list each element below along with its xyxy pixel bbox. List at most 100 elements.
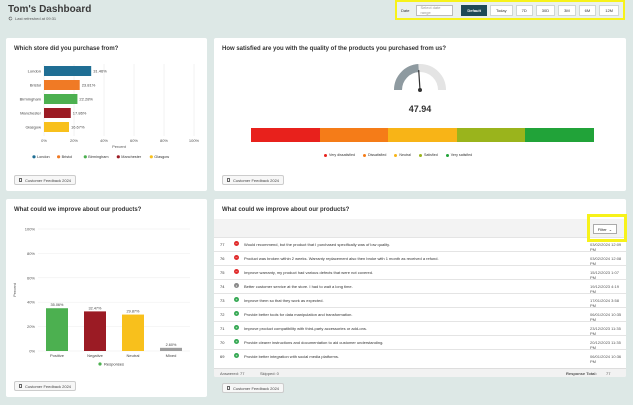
date-3m-button[interactable]: 3M [558,4,576,16]
bar-mixed [160,347,182,351]
legend-swatch [116,155,120,159]
value-label: 23.81% [82,83,96,88]
legend-item: Neutral [394,153,411,157]
y-axis-label: Percent [12,282,17,297]
bar-glasgow [44,122,70,132]
row-text: Improve warranty, my product had various… [244,270,374,275]
row-text: Provide better integration with social m… [244,354,339,359]
legend-item: Glasgow [154,155,169,159]
responses-card-footer[interactable]: Customer Feedback 2024 [222,383,285,393]
value-label: 2.60% [166,343,177,347]
row-text: Product was broken within 2 weeks. Warra… [244,256,439,261]
value-label: 31.46% [93,69,107,74]
legend-label: Dissatisfied [367,153,387,157]
category-label: Neutral [127,353,140,358]
legend-item: Satisfied [418,153,438,157]
row-date: 17/01/2024 3:58 PM [590,298,619,308]
gauge-needle [418,70,421,91]
sentiment-icon: + [234,297,239,302]
responses-card: What could we improve about our products… [214,199,626,377]
date-6m-button[interactable]: 6M [578,4,597,16]
row-date: 06/01/2024 10:35 PM [590,312,622,322]
sentiment-card-footer[interactable]: Customer Feedback 2024 [14,381,77,391]
sentiment-bar-chart: Percent 0% 20% 40% 60% 80% 100% 35.06% Positive 3… [12,227,190,366]
gauge-hub [418,88,422,92]
legend-item: London [37,155,50,159]
store-bar-chart: 0% 20% 40% 60% 80% 100% Percent London 31.46% Bri… [20,64,200,159]
chevron-down-icon: ⌄ [608,226,613,232]
x-axis-label: Percent [112,144,127,149]
sentiment-icon: − [234,241,239,246]
table-row[interactable]: 77 − Would recommend, but the product that… [214,237,626,252]
sentiment-card-title: What could we improve about our products… [14,207,142,213]
legend-swatch [445,153,449,157]
category-label: Negative [87,353,104,358]
legend-label: Satisfied [423,153,438,157]
store-card-footer[interactable]: Customer Feedback 2024 [14,175,77,185]
row-date: 23/12/2023 11:35 PM [590,326,621,336]
legend-swatch [32,155,36,159]
row-id: 70 [220,340,225,345]
row-date: 03/02/2024 12:09 PM [590,242,622,252]
table-row[interactable]: 73 + Improve them so that they work as exp… [214,293,626,308]
row-text: Better customer service at the store. I … [244,284,353,289]
scale-segment [319,128,389,142]
row-id: 69 [220,354,225,359]
table-row[interactable]: 70 + Provide clearer instructions and docu… [214,335,626,350]
answered-count: Answered: 77 [220,371,245,376]
legend-swatch [98,362,102,366]
last-refreshed: Last refreshed at 09:31 [8,16,56,21]
table-row[interactable]: 69 + Provide better integration with socia… [214,349,626,364]
sentiment-icon: + [234,339,239,344]
y-tick-label: 20% [27,324,35,329]
legend-item: Manchester [121,155,142,159]
category-label: Glasgow [25,125,41,130]
bar-positive [46,308,68,351]
filter-button[interactable]: Filter ⌄ [593,224,617,234]
page-title: Tom's Dashboard [8,4,92,15]
x-tick-label: 20% [70,138,78,143]
row-text: Provide clearer instructions and documen… [244,340,384,345]
legend-swatch [83,155,87,159]
table-row[interactable]: 72 + Provide better tools for data manipul… [214,307,626,322]
value-label: 35.06% [51,303,65,307]
sentiment-icon: − [234,269,239,274]
document-icon [19,178,22,182]
row-text: Improve product compatibility with third… [244,326,367,331]
bar-london [44,66,92,76]
date-range-input[interactable]: Select date range [416,4,454,16]
scale-segment [456,128,526,142]
bar-bristol [44,80,80,90]
date-today-button[interactable]: Today [489,4,513,16]
table-row[interactable]: 71 + Improve product compatibility with th… [214,321,626,336]
sentiment-icon: + [234,325,239,330]
gauge-value: 47.94 [408,104,432,114]
bar-negative [84,311,106,351]
responses-card-title: What could we improve about our products… [222,207,350,213]
satisfaction-card-footer[interactable]: Customer Feedback 2024 [222,175,285,185]
satisfaction-scale [251,128,594,142]
sentiment-icon: + [234,353,239,358]
date-7d-button[interactable]: 7D [515,4,533,16]
satisfaction-card-title: How satisfied are you with the quality o… [222,46,447,52]
legend-label: Neutral [399,153,411,157]
legend-swatch [362,153,366,157]
value-label: 16.67% [71,125,85,130]
table-row[interactable]: 75 − Improve warranty, my product had vari… [214,265,626,280]
legend-swatch [57,155,61,159]
date-12m-button[interactable]: 12M [599,4,619,16]
date-filter-bar: Date Select date range Default Today 7D … [395,0,625,20]
total-value: 77 [606,371,611,376]
row-date: 20/12/2023 11:35 PM [590,340,621,350]
legend-label: Very dissatisfied [329,153,355,157]
legend-item: Responses [104,361,124,366]
x-tick-label: 60% [130,138,138,143]
date-default-button[interactable]: Default [461,4,487,16]
category-label: Manchester [20,111,42,116]
row-id: 72 [220,312,225,317]
table-row[interactable]: 76 − Product was broken within 2 weeks. Wa… [214,251,626,266]
legend-item: Bristol [62,155,73,159]
date-30d-button[interactable]: 30D [535,4,556,16]
table-row[interactable]: 74 • Better customer service at the store.… [214,279,626,294]
legend-swatch [324,153,327,157]
